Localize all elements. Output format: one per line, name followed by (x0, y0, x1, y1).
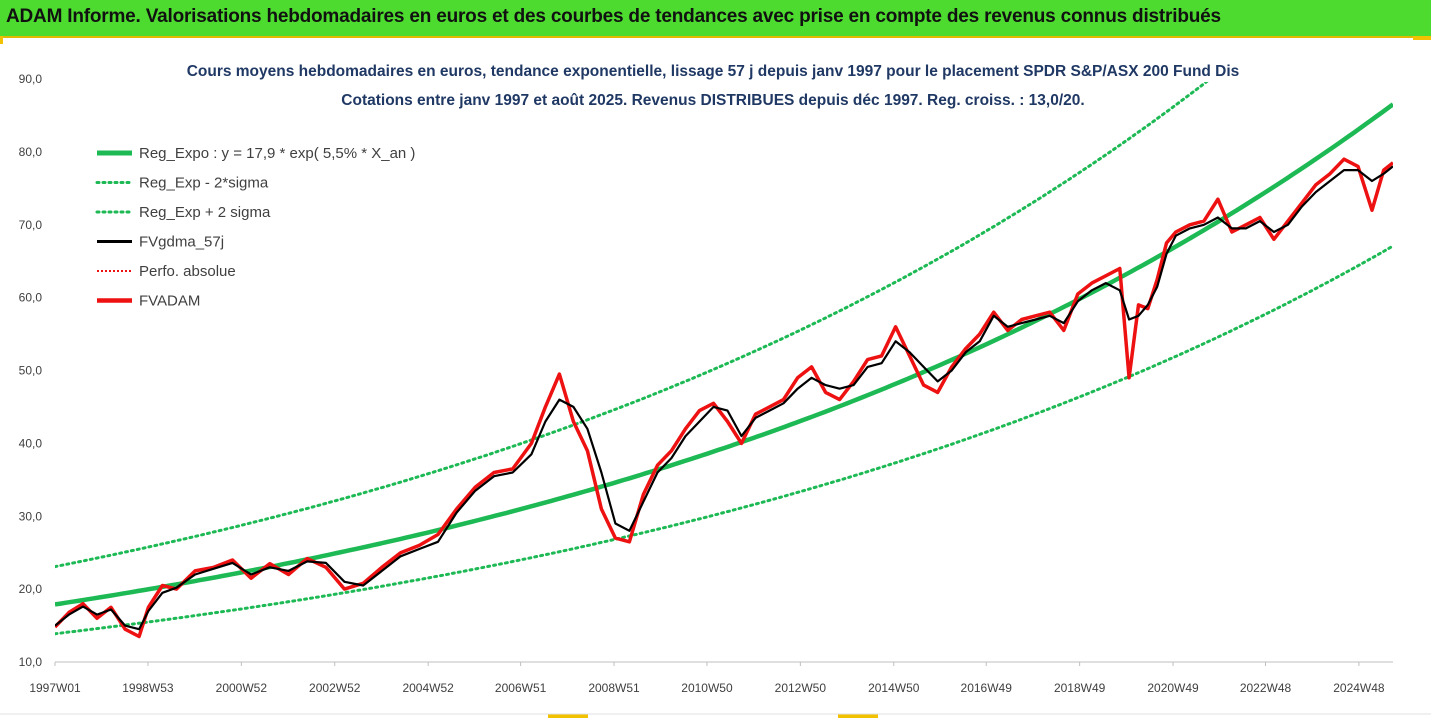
y-tick-labels: 10,0 20,0 30,0 40,0 50,0 60,0 70,0 80,0 90,0 (19, 72, 43, 669)
x-tick-labels: 1997W01 1998W53 2000W52 2002W52 2004W52 2006W… (29, 662, 1385, 695)
legend-label: FVADAM (139, 293, 200, 310)
series-fvadam (55, 157, 1393, 639)
x-tick-label: 1998W53 (122, 681, 174, 695)
y-tick-label: 30,0 (19, 509, 43, 523)
chart-subtitle: Cotations entre janv 1997 et août 2025. … (341, 92, 1084, 109)
series-reg-expo (55, 102, 1393, 607)
x-tick-label: 2010W50 (681, 681, 733, 695)
x-tick-label: 1997W01 (29, 681, 81, 695)
chart-title: Cours moyens hebdomadaires en euros, ten… (187, 63, 1240, 80)
series-reg-exp-minus-2sigma (55, 244, 1393, 636)
series-fvgdma-57j (55, 165, 1393, 631)
chart-subtitle-background (325, 89, 1105, 111)
y-tick-label: 50,0 (19, 364, 43, 378)
x-tick-label: 2002W52 (309, 681, 361, 695)
header-bar: ADAM Informe. Valorisations hebdomadaire… (0, 0, 1431, 38)
x-tick-label: 2014W50 (868, 681, 920, 695)
y-tick-label: 40,0 (19, 436, 43, 450)
legend-label: Reg_Exp - 2*sigma (139, 175, 269, 192)
legend-label: Perfo. absolue (139, 263, 236, 280)
chart-title-background (168, 60, 1258, 82)
x-tick-label: 2006W51 (495, 681, 547, 695)
chart: 10,0 20,0 30,0 40,0 50,0 60,0 70,0 80,0 90,0 199… (0, 60, 1431, 715)
legend: Reg_Expo : y = 17,9 * exp( 5,5% * X_an )… (95, 145, 415, 310)
x-tick-label: 2024W48 (1333, 681, 1385, 695)
y-tick-label: 10,0 (19, 655, 43, 669)
x-tick-label: 2012W50 (775, 681, 827, 695)
y-tick-label: 80,0 (19, 145, 43, 159)
corner-mark-bottom-left (548, 714, 588, 718)
x-tick-label: 2020W49 (1147, 681, 1199, 695)
legend-label: Reg_Exp + 2 sigma (139, 204, 271, 221)
legend-label: FVgdma_57j (139, 234, 224, 251)
x-tick-label: 2016W49 (961, 681, 1013, 695)
corner-mark-right (1413, 36, 1431, 40)
legend-label: Reg_Expo : y = 17,9 * exp( 5,5% * X_an ) (139, 145, 415, 162)
x-tick-label: 2000W52 (216, 681, 268, 695)
y-tick-label: 90,0 (19, 72, 43, 86)
series-reg-exp-plus-2sigma (55, 79, 1213, 569)
x-tick-label: 2008W51 (588, 681, 640, 695)
x-tick-label: 2022W48 (1240, 681, 1292, 695)
x-tick-label: 2004W52 (402, 681, 454, 695)
y-tick-label: 70,0 (19, 218, 43, 232)
y-tick-label: 60,0 (19, 291, 43, 305)
series-layer (55, 79, 1393, 639)
corner-mark-left (0, 36, 3, 44)
y-tick-label: 20,0 (19, 582, 43, 596)
corner-mark-bottom-right (838, 714, 878, 718)
header-title: ADAM Informe. Valorisations hebdomadaire… (6, 6, 1221, 27)
x-tick-label: 2018W49 (1054, 681, 1106, 695)
